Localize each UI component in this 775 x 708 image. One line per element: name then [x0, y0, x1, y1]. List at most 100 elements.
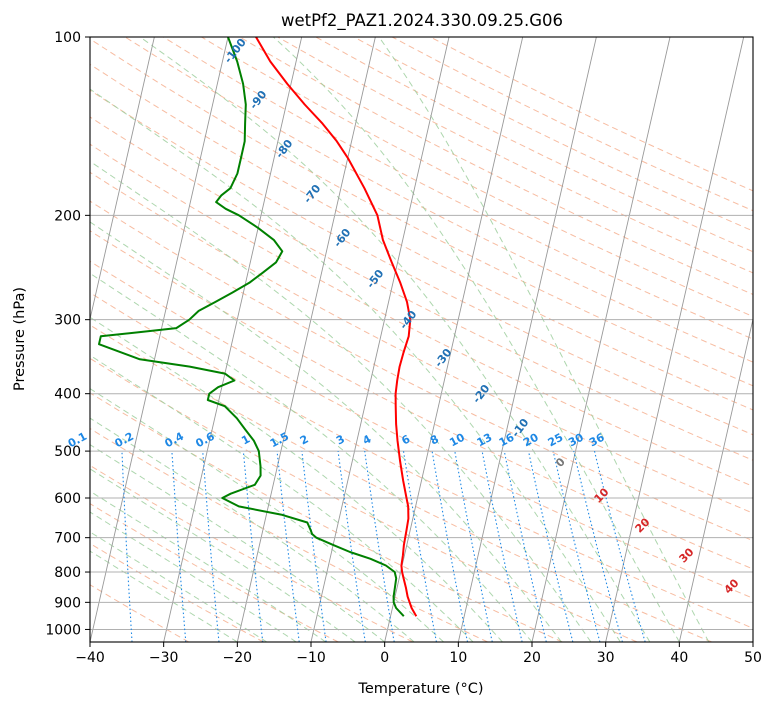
dry-adiabat — [201, 37, 753, 318]
dry-adiabat — [90, 89, 753, 436]
isotherm-line — [384, 37, 524, 642]
isotherm-line — [310, 37, 450, 642]
isotherm-line — [163, 37, 303, 642]
dry-adiabat-label: 30 — [677, 545, 697, 565]
moist-adiabat — [90, 354, 474, 642]
temperature-line — [255, 37, 418, 617]
mixing-ratio-label: 3 — [334, 432, 347, 447]
mixing-ratio-line — [552, 450, 601, 642]
moist-adiabat — [90, 417, 415, 642]
dry-adiabat — [90, 427, 488, 642]
x-tick-label: −10 — [296, 650, 326, 666]
dry-adiabat — [90, 171, 753, 514]
moist-adiabat — [90, 88, 621, 642]
dry-adiabat — [90, 324, 712, 642]
mixing-ratio-label: 13 — [475, 431, 495, 450]
isotherm-line — [90, 37, 155, 322]
dry-adiabat — [315, 37, 753, 253]
dry-adiabat — [90, 116, 753, 461]
dry-adiabat-label: 0 — [553, 455, 568, 470]
dry-adiabat-label: 40 — [722, 576, 742, 596]
y-tick-label: 200 — [54, 208, 81, 224]
moist-adiabat-label: -20 — [470, 382, 493, 406]
moist-adiabat — [90, 444, 385, 642]
y-tick-label: 1000 — [45, 622, 81, 638]
mixing-ratio-label: 10 — [447, 431, 467, 450]
moist-adiabat — [90, 388, 444, 642]
dry-adiabat — [90, 503, 339, 642]
dry-adiabat — [90, 464, 414, 642]
mixing-ratio-line — [573, 450, 623, 642]
dry-adiabat — [90, 230, 753, 570]
mixing-ratio-label: 2 — [298, 432, 311, 447]
mixing-ratio-label: 25 — [546, 431, 566, 450]
dry-adiabat — [90, 542, 264, 642]
moist-adiabat — [378, 37, 710, 642]
mixing-ratio-line — [171, 451, 187, 642]
mixing-ratio-line — [276, 451, 300, 642]
x-tick-label: 0 — [380, 650, 389, 666]
isotherm-line — [0, 37, 7, 642]
isotherm-line — [531, 37, 671, 642]
moist-adiabat — [90, 316, 503, 642]
y-tick-label: 900 — [54, 595, 81, 611]
mixing-ratio-line — [454, 451, 493, 642]
line-labels: 0.1 0.2 0.4 0.6 1 1.5 2 3 4 6 8 10 13 16 20 25 30 36-100-… — [66, 36, 742, 597]
isotherm-line — [678, 317, 753, 642]
isotherm-line — [236, 37, 376, 642]
dewpoint-line — [98, 37, 405, 617]
dry-adiabat — [90, 143, 753, 487]
dry-adiabat — [90, 200, 753, 542]
dry-adiabat — [162, 37, 753, 340]
moist-adiabat — [139, 37, 651, 642]
mixing-ratio-line — [481, 450, 523, 642]
isotherm-line — [457, 37, 597, 642]
mixing-ratio-label: 6 — [399, 432, 412, 447]
x-axis-label: Temperature (°C) — [357, 681, 483, 697]
dry-adiabat — [90, 63, 753, 411]
moist-adiabat-label: -80 — [273, 137, 296, 161]
x-tick-label: −30 — [149, 650, 179, 666]
isotherm-line — [605, 37, 745, 642]
mixing-ratio-label: 16 — [497, 431, 517, 450]
x-tick-label: −40 — [75, 650, 105, 666]
moist-adiabat-label: -40 — [397, 308, 420, 332]
mixing-ratio-line — [431, 451, 469, 642]
mixing-ratio-line — [337, 451, 366, 642]
y-tick-label: 400 — [54, 387, 81, 403]
dry-adiabat — [90, 357, 638, 642]
profiles — [98, 37, 418, 617]
mixing-ratio-line — [364, 451, 395, 642]
x-tick-label: 50 — [744, 650, 762, 666]
mixing-ratio-line — [242, 451, 264, 642]
dry-adiabat-label: 10 — [592, 485, 612, 505]
plot-frame — [89, 36, 754, 643]
y-tick-label: 500 — [54, 444, 81, 460]
moist-adiabat-label: -90 — [247, 88, 270, 112]
axes: −40 −30 −20 −10 0 10 20 30 40 5010009008007006005… — [45, 30, 762, 666]
y-tick-label: 300 — [54, 313, 81, 329]
moist-adiabat — [90, 272, 533, 642]
x-tick-label: 20 — [523, 650, 541, 666]
mixing-ratio-line — [301, 451, 327, 642]
dry-adiabat — [90, 292, 753, 629]
moist-adiabat — [90, 550, 238, 642]
mixing-ratio-label: 4 — [361, 432, 374, 447]
y-tick-label: 800 — [54, 565, 81, 581]
dry-adiabat — [90, 260, 753, 599]
mixing-ratio-label: 36 — [587, 431, 607, 450]
mixing-ratio-line — [527, 450, 574, 642]
mixing-ratio-label: 1.5 — [268, 430, 291, 451]
mixing-ratio-label: 0.6 — [193, 430, 217, 451]
mixing-ratio-label: 0.2 — [113, 430, 136, 451]
moist-adiabat — [273, 37, 680, 642]
mixing-ratio-line — [202, 451, 220, 642]
y-tick-label: 100 — [54, 30, 81, 46]
x-tick-label: −20 — [223, 650, 253, 666]
background-lines — [0, 37, 753, 642]
x-tick-label: 30 — [597, 650, 615, 666]
moist-adiabat — [90, 160, 592, 642]
mixing-ratio-line — [593, 450, 646, 642]
isotherm-line — [752, 639, 753, 642]
